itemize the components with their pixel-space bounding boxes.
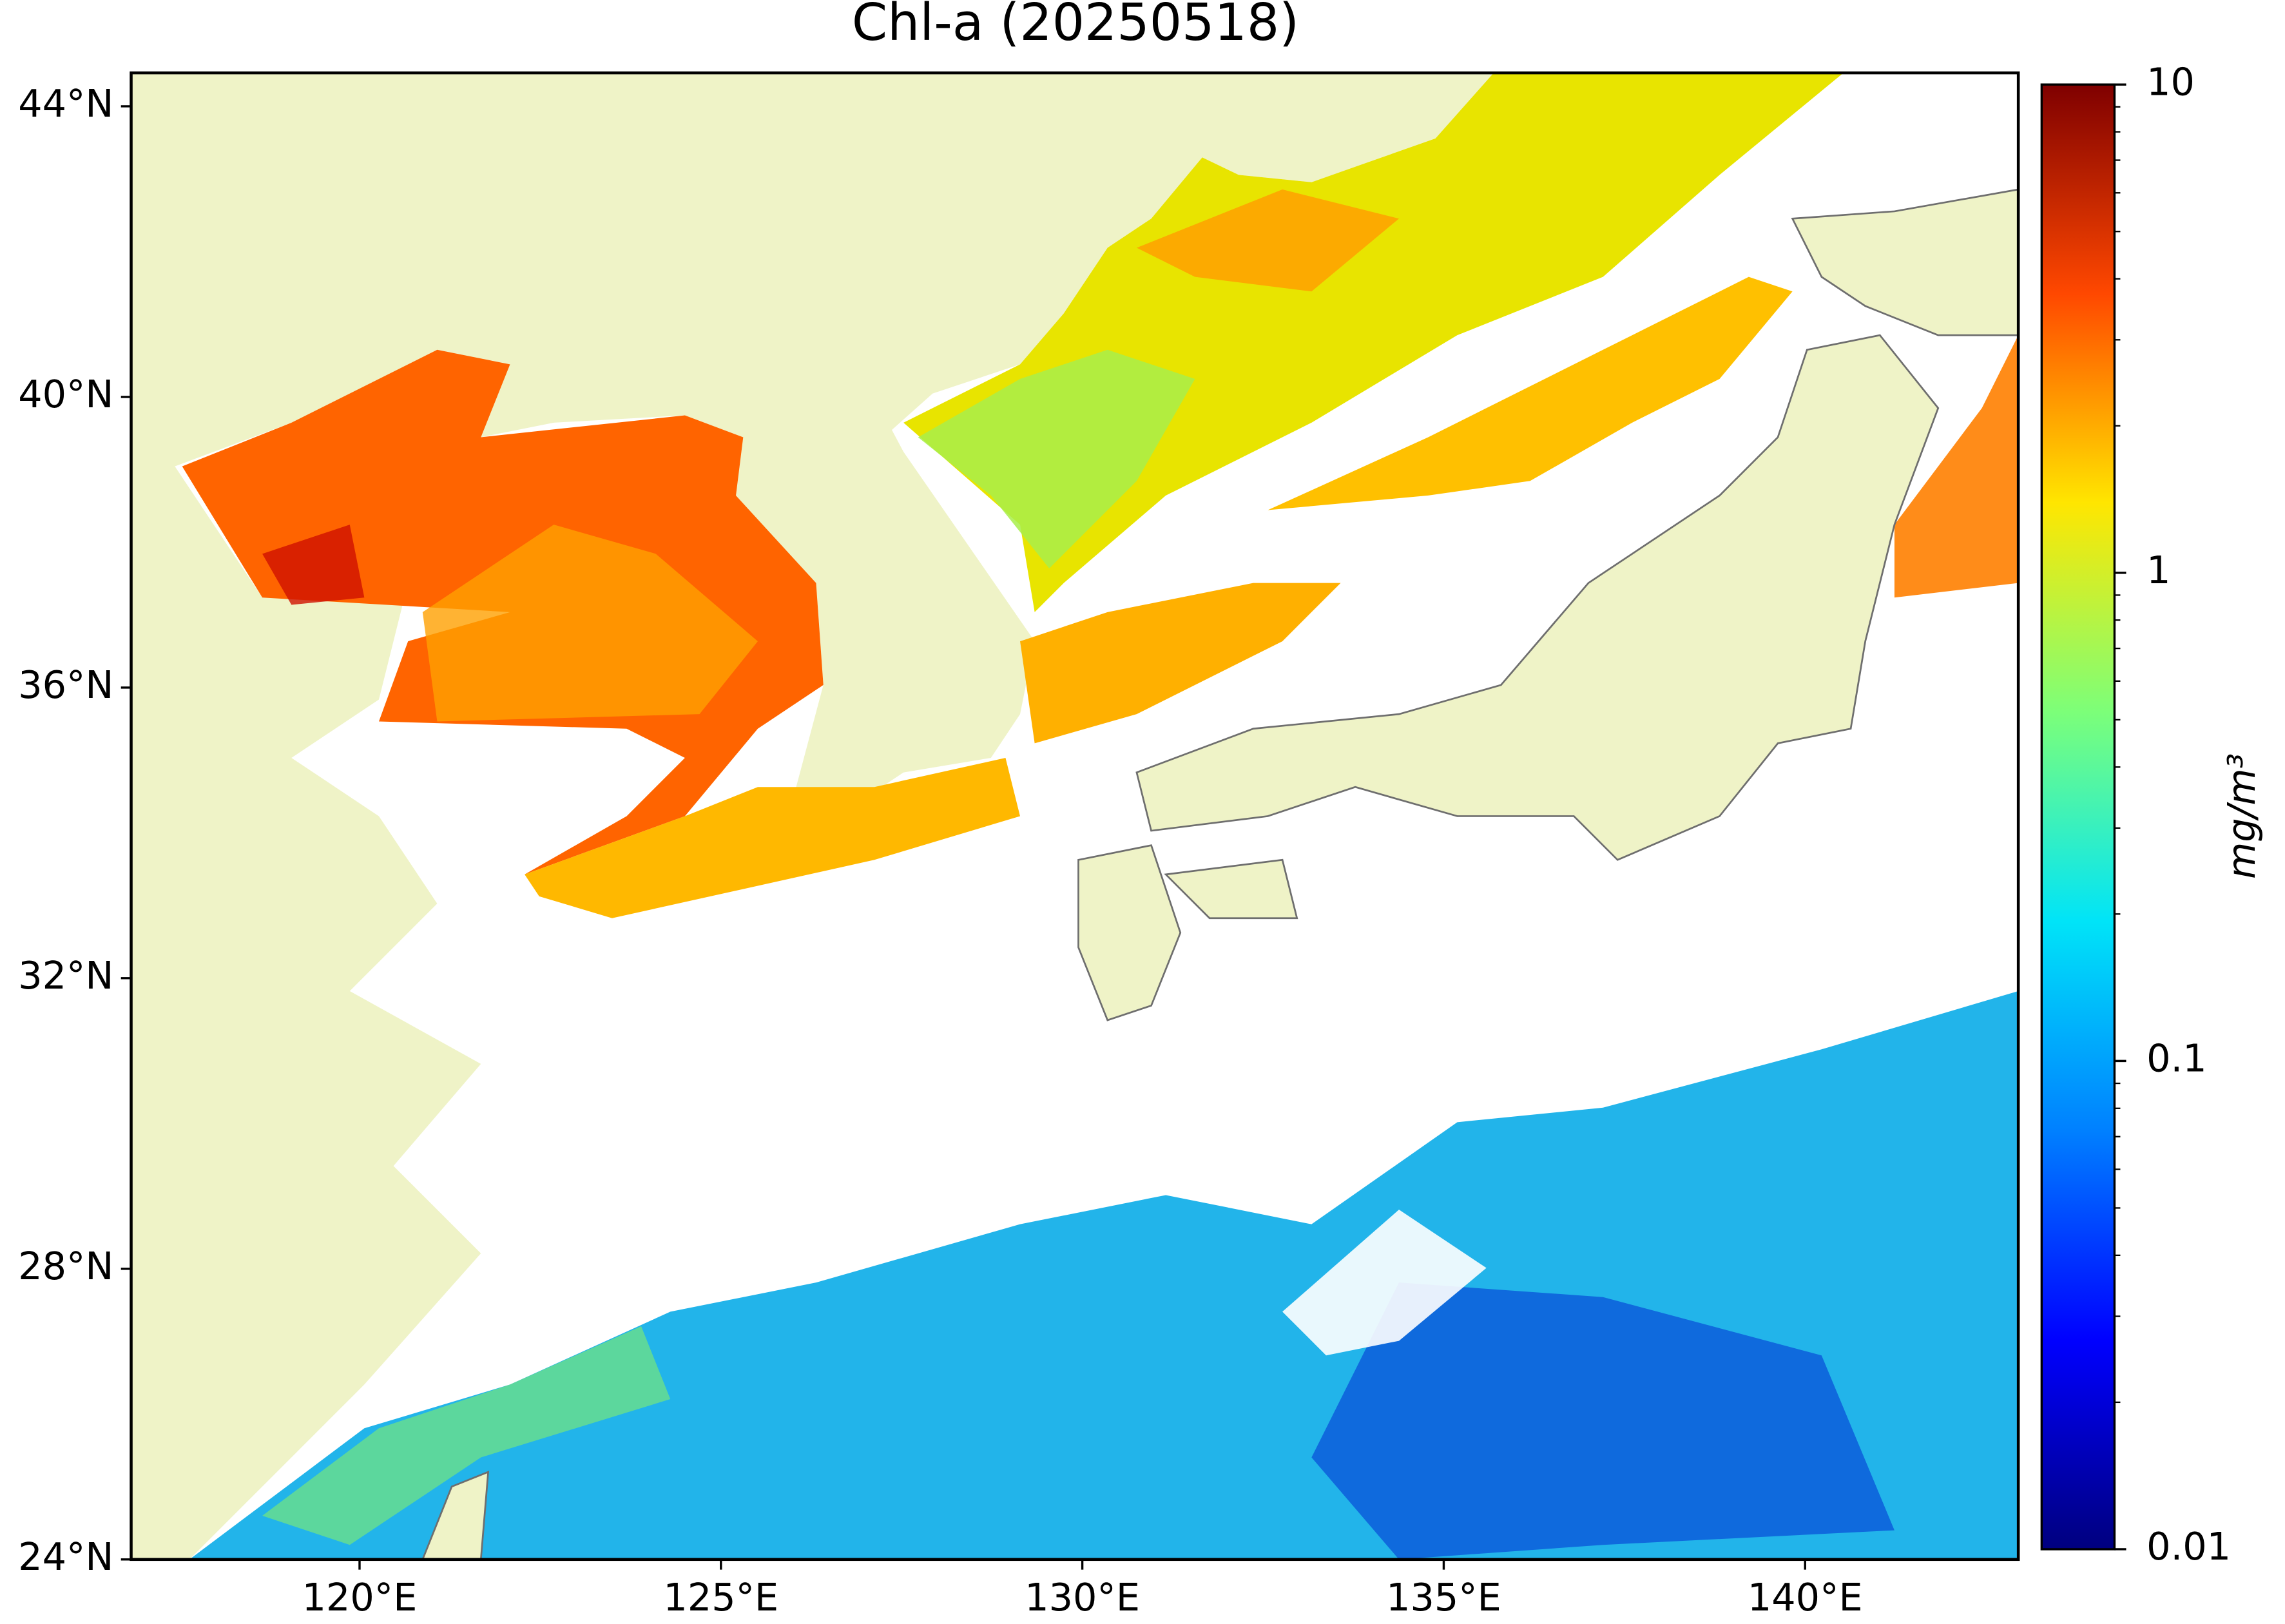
chl-patch bbox=[422, 525, 758, 722]
x-tick-label: 120°E bbox=[302, 1575, 418, 1619]
x-tick-label: 125°E bbox=[663, 1575, 778, 1619]
x-tick-label: 135°E bbox=[1386, 1575, 1501, 1619]
colorbar-tick-label: 0.1 bbox=[2146, 1036, 2206, 1080]
land-hokkaido bbox=[1791, 188, 2019, 336]
colorbar-tick-label: 1 bbox=[2146, 548, 2170, 592]
y-tick-label: 28°N bbox=[18, 1244, 113, 1288]
y-tick-label: 40°N bbox=[18, 372, 113, 416]
x-tick-label: 130°E bbox=[1025, 1575, 1140, 1619]
title: Chl-a (20250518) bbox=[852, 0, 1299, 52]
y-tick-label: 44°N bbox=[18, 81, 113, 126]
map-area bbox=[131, 73, 2019, 1560]
land-shikoku bbox=[1164, 858, 1298, 920]
land-kyushu bbox=[1077, 844, 1182, 1021]
chl-patch bbox=[262, 525, 365, 605]
y-tick-label: 32°N bbox=[18, 953, 113, 998]
map-frame bbox=[130, 71, 2020, 1561]
chl-patch bbox=[1020, 583, 1341, 744]
colorbar bbox=[2040, 83, 2116, 1551]
land-taiwan bbox=[421, 1471, 490, 1560]
chl-patch bbox=[1311, 1282, 1895, 1560]
land-honshu bbox=[1135, 334, 1940, 861]
chl-patch bbox=[918, 349, 1195, 568]
cloud-patch bbox=[1282, 1210, 1487, 1356]
chl-patch bbox=[1136, 189, 1400, 292]
chl-patch bbox=[1268, 276, 1793, 510]
y-tick-label: 24°N bbox=[18, 1534, 113, 1579]
colorbar-tick-label: 10 bbox=[2146, 59, 2195, 104]
colorbar-tick-label: 0.01 bbox=[2146, 1524, 2231, 1569]
chl-patch bbox=[262, 1326, 671, 1545]
chl-patch bbox=[182, 349, 824, 875]
x-tick-label: 140°E bbox=[1748, 1575, 1863, 1619]
chl-patch bbox=[1894, 335, 2019, 598]
colorbar-label: mg/m³ bbox=[2219, 753, 2264, 879]
y-tick-label: 36°N bbox=[18, 662, 113, 707]
chl-patch bbox=[525, 757, 1021, 918]
